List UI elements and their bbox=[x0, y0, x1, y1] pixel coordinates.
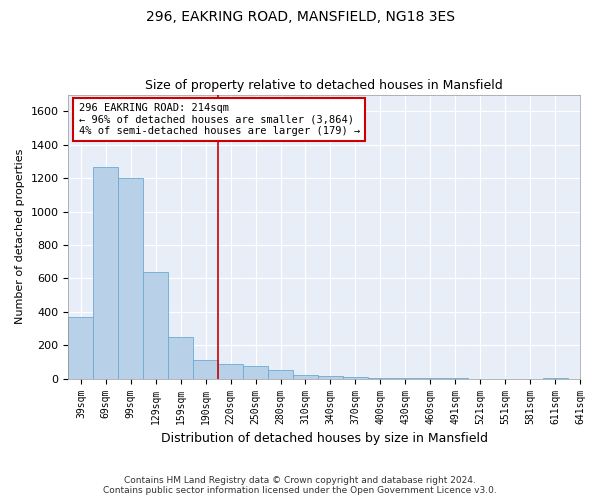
Bar bbox=[343, 377, 368, 378]
Bar bbox=[268, 370, 293, 378]
Bar bbox=[168, 337, 193, 378]
Text: 296, EAKRING ROAD, MANSFIELD, NG18 3ES: 296, EAKRING ROAD, MANSFIELD, NG18 3ES bbox=[146, 10, 455, 24]
Bar bbox=[143, 272, 168, 378]
X-axis label: Distribution of detached houses by size in Mansfield: Distribution of detached houses by size … bbox=[161, 432, 488, 445]
Bar bbox=[193, 360, 218, 378]
Bar bbox=[118, 178, 143, 378]
Text: 296 EAKRING ROAD: 214sqm
← 96% of detached houses are smaller (3,864)
4% of semi: 296 EAKRING ROAD: 214sqm ← 96% of detach… bbox=[79, 103, 360, 136]
Bar bbox=[218, 364, 243, 378]
Text: Contains HM Land Registry data © Crown copyright and database right 2024.
Contai: Contains HM Land Registry data © Crown c… bbox=[103, 476, 497, 495]
Bar bbox=[68, 317, 94, 378]
Y-axis label: Number of detached properties: Number of detached properties bbox=[15, 149, 25, 324]
Bar bbox=[293, 376, 318, 378]
Bar bbox=[318, 376, 343, 378]
Bar bbox=[243, 366, 268, 378]
Bar bbox=[94, 168, 118, 378]
Title: Size of property relative to detached houses in Mansfield: Size of property relative to detached ho… bbox=[145, 79, 503, 92]
